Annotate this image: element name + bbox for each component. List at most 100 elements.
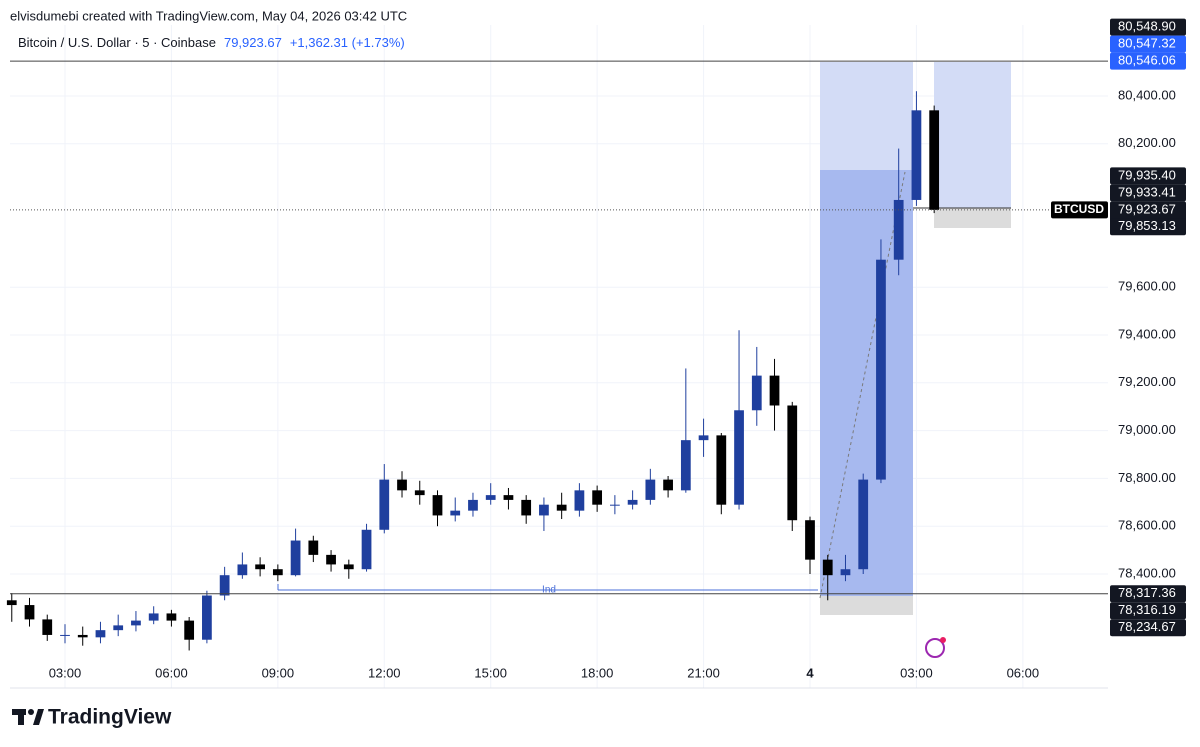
tv-logo <box>12 709 44 725</box>
candle-body <box>148 613 159 621</box>
candle-body <box>521 499 532 516</box>
candle-body <box>822 559 833 576</box>
price-levels: 80,548.90 80,547.32 80,546.06 79,935.40 79,9… <box>10 19 1186 637</box>
attribution: elvisdumebi created with TradingView.com… <box>10 8 407 23</box>
symbol-header: Bitcoin / U.S. Dollar · 5 · Coinbase 79,9… <box>18 35 405 50</box>
candle-body <box>574 490 585 511</box>
candles <box>6 91 940 651</box>
y-tick-label: 79,000.00 <box>1118 422 1176 437</box>
price-label-box <box>1110 602 1186 620</box>
price-label-box <box>1110 18 1186 36</box>
candle-body <box>539 504 549 516</box>
candle-body <box>272 569 283 576</box>
candle-body <box>326 554 336 565</box>
y-tick-label: 78,400.00 <box>1118 565 1176 580</box>
candle-body <box>184 620 195 640</box>
y-tick-label: 78,600.00 <box>1118 518 1176 533</box>
price-label-box <box>1110 218 1186 236</box>
candle-body <box>840 569 851 576</box>
candle-body <box>290 540 301 576</box>
candle-body <box>95 630 106 638</box>
price-label: 80,548.90 <box>1118 19 1176 34</box>
candle-body <box>361 529 372 570</box>
price-label: 78,316.19 <box>1118 602 1176 617</box>
x-tick-label: 18:00 <box>581 665 614 680</box>
candle-body <box>911 110 922 200</box>
price-label: 79,935.40 <box>1118 167 1176 182</box>
replay-icon[interactable] <box>925 637 946 658</box>
logo-text: TradingView <box>48 706 172 729</box>
price-label: 80,546.06 <box>1118 53 1176 68</box>
price-label: 79,853.13 <box>1118 218 1176 233</box>
price-label-box <box>1110 619 1186 637</box>
candle-body <box>397 479 407 491</box>
icon-ring <box>925 638 945 658</box>
candle-body <box>556 504 567 511</box>
y-tick-label: 79,400.00 <box>1118 326 1176 341</box>
y-tick-label: 79,200.00 <box>1118 374 1176 389</box>
header-price: 79,923.67 <box>224 35 282 50</box>
candle-body <box>858 479 869 570</box>
header-change: +1,362.31 (+1.73%) <box>290 35 405 50</box>
price-label: 79,933.41 <box>1118 184 1176 199</box>
candle-body <box>42 619 53 635</box>
price-label-box <box>1110 167 1186 185</box>
x-tick-label: 15:00 <box>474 665 507 680</box>
x-tick-label: 03:00 <box>49 665 82 680</box>
price-label-box <box>1110 585 1186 603</box>
symbol-tag-box <box>1051 201 1108 219</box>
x-tick-label: 09:00 <box>262 665 295 680</box>
position-target <box>934 62 1011 208</box>
candle-body <box>609 504 620 506</box>
candle-body <box>734 410 744 505</box>
x-tick-label: 06:00 <box>1007 665 1040 680</box>
candle-body <box>237 564 248 576</box>
candle-body <box>255 564 265 570</box>
price-label: 78,317.36 <box>1118 585 1176 600</box>
price-label: 79,923.67 <box>1118 201 1176 216</box>
x-tick-label: 03:00 <box>900 665 933 680</box>
candle-body <box>592 490 603 505</box>
y-tick-label: 78,800.00 <box>1118 470 1176 485</box>
trade-path <box>819 171 906 599</box>
candle-body <box>716 435 727 505</box>
x-tick-label: 4 <box>806 665 814 680</box>
candle-body <box>787 405 798 521</box>
candle-body <box>645 479 656 500</box>
candle-body <box>698 435 709 441</box>
candle-body <box>468 499 478 511</box>
icon-dot <box>940 637 946 643</box>
y-tick-label: 80,200.00 <box>1118 135 1176 150</box>
candle-body <box>414 490 425 496</box>
position-stop <box>934 208 1011 228</box>
candle-body <box>60 634 70 636</box>
y-tick-label: 79,600.00 <box>1118 279 1176 294</box>
candle-body <box>202 595 212 640</box>
candle-body <box>680 440 691 491</box>
candle-body <box>432 495 443 516</box>
candle-body <box>751 375 762 411</box>
candle-body <box>769 375 780 406</box>
candle-body <box>6 600 17 606</box>
price-label-box <box>1110 35 1186 53</box>
position-target <box>820 62 913 170</box>
candle-body <box>929 110 940 210</box>
candle-body <box>24 605 35 620</box>
candle-body <box>379 479 390 530</box>
candle-body <box>876 259 886 480</box>
candle-body <box>663 479 673 491</box>
price-label-box <box>1110 184 1186 202</box>
y-tick-label: 80,400.00 <box>1118 87 1176 102</box>
symbol-tag: BTCUSD <box>1054 202 1104 216</box>
logo-shape <box>33 709 44 725</box>
price-label: 80,547.32 <box>1118 36 1176 51</box>
candle-body <box>805 520 815 560</box>
x-tick-label: 06:00 <box>155 665 188 680</box>
ind-label: Ind <box>542 585 556 596</box>
price-label-box <box>1110 52 1186 70</box>
candle-body <box>343 564 354 570</box>
grid <box>10 25 1108 688</box>
candle-body <box>77 634 88 638</box>
logo-shape <box>18 709 24 725</box>
